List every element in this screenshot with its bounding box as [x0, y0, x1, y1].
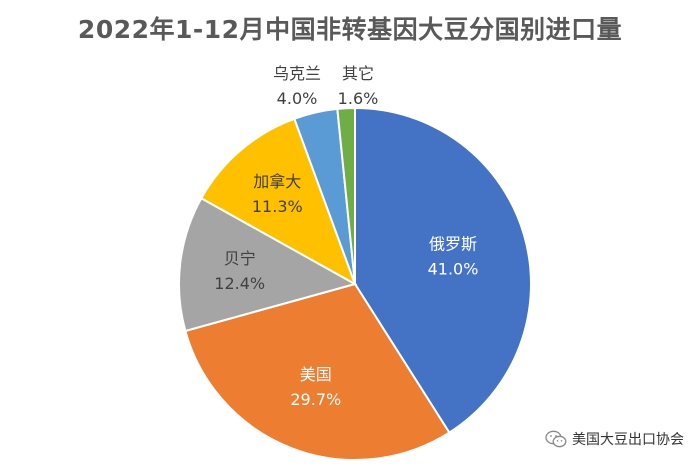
slice-name-label: 贝宁	[224, 249, 256, 268]
pie-slice	[199, 117, 357, 287]
slice-name-label: 加拿大	[253, 172, 301, 191]
slice-value-label: 12.4%	[214, 274, 265, 293]
slice-name-label: 俄罗斯	[429, 235, 477, 254]
slice-name-label: 美国	[300, 365, 332, 384]
slice-name-label: 乌克兰	[273, 64, 321, 83]
chart-title: 2022年1-12月中国非转基因大豆分国别进口量	[77, 15, 623, 44]
wechat-icon	[545, 430, 567, 448]
slice-value-label: 4.0%	[277, 89, 318, 108]
slice-value-label: 1.6%	[338, 89, 379, 108]
pie-slice	[336, 106, 356, 285]
watermark-text: 美国大豆出口协会	[572, 432, 684, 448]
watermark: 美国大豆出口协会	[545, 429, 684, 449]
pie-slice	[184, 282, 451, 461]
slice-value-label: 29.7%	[290, 390, 341, 409]
slice-value-label: 41.0%	[428, 260, 479, 279]
slice-name-label: 其它	[342, 64, 374, 83]
slice-value-label: 11.3%	[252, 197, 303, 216]
pie-slice	[178, 196, 358, 333]
